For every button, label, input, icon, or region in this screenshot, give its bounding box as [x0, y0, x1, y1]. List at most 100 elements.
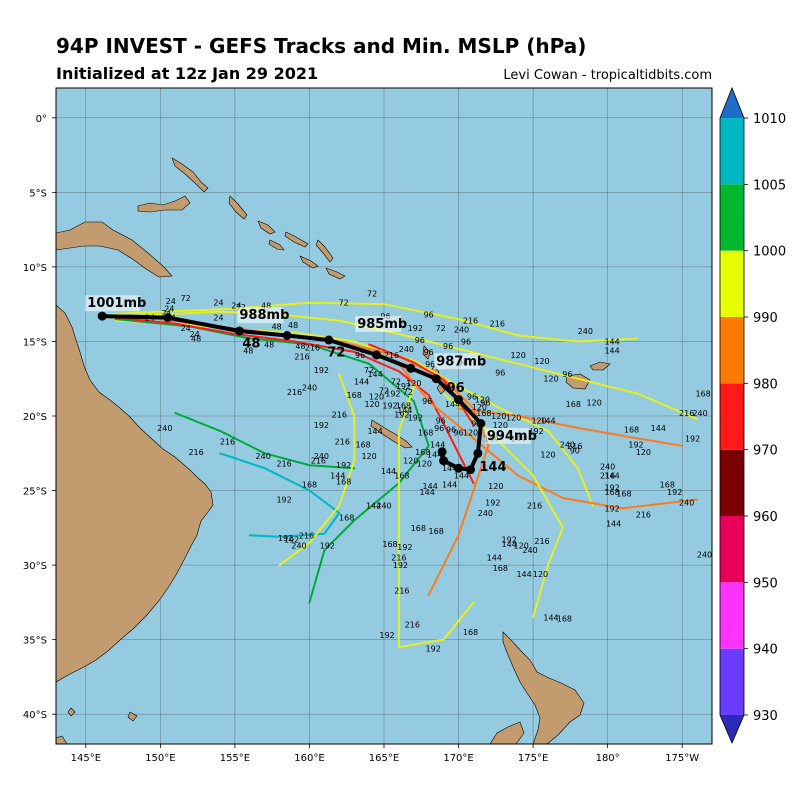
lat-tick-label: 10°S [23, 263, 47, 274]
mean-track-point [431, 374, 441, 384]
forecast-hour-label: 48 [191, 335, 201, 344]
new-caledonia-land [370, 419, 413, 449]
mean-track-point [372, 350, 381, 360]
forecast-hour-label: 120 [403, 457, 418, 466]
forecast-hour-label: 192 [394, 411, 409, 420]
lon-tick-label: 170°E [443, 753, 473, 764]
ensemble-track [219, 452, 341, 538]
new-zealand-north-land [502, 631, 585, 744]
forecast-hour-label: 216 [490, 320, 505, 329]
forecast-hour-label: 240 [376, 501, 391, 510]
forecast-hour-label: 168 [415, 448, 430, 457]
ensemble-track [397, 385, 475, 649]
colorbar-segment [720, 582, 744, 649]
forecast-hour-label: 216 [636, 510, 651, 519]
init-time: Initialized at 12z Jan 29 2021 [56, 64, 319, 83]
mslp-label-text: 1001mb [87, 296, 146, 311]
forecast-hour-label: 96 [415, 336, 425, 345]
forecast-hour-label: 120 [475, 396, 490, 405]
new-zealand-south-land [489, 721, 525, 744]
forecast-hour-label: 144 [606, 519, 621, 528]
forecast-hour-label: 168 [604, 488, 619, 497]
lon-tick-label: 175°E [518, 753, 548, 764]
forecast-hour-label: 120 [491, 412, 506, 421]
hour-label: 144 [479, 460, 506, 475]
forecast-hour-label: 144 [423, 482, 438, 491]
forecast-hour-label: 216 [335, 437, 350, 446]
mean-track-point [324, 335, 334, 345]
forecast-hour-label: 168 [336, 478, 351, 487]
forecast-hour-label: 168 [339, 513, 354, 522]
mean-track-point [163, 313, 173, 323]
forecast-hour-label: 192 [278, 534, 293, 543]
mslp-label-box [355, 316, 402, 332]
forecast-hour-label: 90 [570, 446, 580, 455]
forecast-hour-label: 24 [213, 314, 223, 323]
mslp-label-text: 994mb [487, 429, 537, 444]
forecast-hour-label: 96 [443, 342, 453, 351]
forecast-hour-label: 144 [502, 540, 517, 549]
forecast-hour-label: 120 [506, 414, 521, 423]
forecast-hour-label: 96 [562, 370, 572, 379]
forecast-hour-label: 144 [604, 346, 619, 355]
forecast-hour-label: 24 [213, 299, 223, 308]
forecast-hour-label: 192 [528, 427, 543, 436]
forecast-hour-label: 96 [446, 425, 456, 434]
colorbar-tick-label: 960 [753, 510, 778, 525]
forecast-hour-label: 96 [436, 417, 446, 426]
forecast-hour-label: 216 [220, 437, 235, 446]
forecast-hour-label: 216 [391, 554, 406, 563]
forecast-hour-label: 120 [364, 400, 379, 409]
forecast-hour-label: 144 [430, 440, 445, 449]
ensemble-track [278, 373, 356, 567]
forecast-hour-label: 240 [454, 326, 469, 335]
mslp-label: 994mb [484, 427, 537, 444]
lon-tick-label: 160°E [294, 753, 324, 764]
forecast-hour-label: 240 [256, 452, 271, 461]
forecast-hour-label: 216 [600, 472, 615, 481]
forecast-hour-label: 168 [660, 481, 675, 490]
forecast-hour-label: 144 [366, 501, 381, 510]
forecast-hour-label: 216 [567, 442, 582, 451]
hour-label: 96 [447, 381, 465, 396]
forecast-hour-label: 24 [231, 302, 241, 311]
forecast-hour-label: 192 [408, 324, 423, 333]
forecast-hour-label: 144 [454, 472, 469, 481]
forecast-hour-label: 168 [411, 524, 426, 533]
forecast-hour-label: 96 [461, 337, 471, 346]
forecast-hour-label: 72 [339, 299, 349, 308]
colorbar-segment [720, 118, 744, 185]
forecast-hour-label: 120 [488, 482, 503, 491]
forecast-hour-label: 192 [604, 504, 619, 513]
lon-tick-label: 155°E [220, 753, 250, 764]
hour-label-text: 144 [479, 460, 506, 475]
forecast-hour-label: 168 [566, 400, 581, 409]
forecast-hour-label: 120 [534, 357, 549, 366]
forecast-hour-label: 216 [188, 448, 203, 457]
hour-label-text: 72 [327, 345, 345, 360]
forecast-hour-label: 240 [560, 440, 575, 449]
colorbar-tick-label: 930 [753, 709, 778, 724]
colorbar-segment [720, 449, 744, 516]
forecast-hour-label: 72 [181, 294, 191, 303]
colorbar-segment [720, 250, 744, 317]
forecast-hour-label: 192 [393, 561, 408, 570]
ensemble-track [99, 310, 699, 420]
mean-track-point [406, 363, 416, 373]
papua-new-guinea-land [56, 221, 173, 278]
forecast-hour-label: 144 [651, 424, 666, 433]
mean-track-point [473, 448, 483, 458]
forecast-hour-label: 72 [379, 387, 389, 396]
mslp-label-box [484, 427, 531, 444]
axis-ticks: 145°E 150°E 155°E 160°E 165°E 170°E 175°E 180° 1… [23, 114, 699, 764]
lon-tick-label: 165°E [369, 753, 399, 764]
lat-tick-label: 30°S [23, 561, 47, 572]
mslp-label-text: 988mb [239, 308, 289, 323]
forecast-hour-label: 120 [531, 417, 546, 426]
forecast-hour-label: 144 [427, 451, 442, 460]
forecast-hour-label: 192 [685, 434, 700, 443]
mean-track-point [437, 447, 447, 457]
forecast-hour-label: 240 [399, 345, 414, 354]
forecast-hour-label: 24 [166, 297, 176, 306]
